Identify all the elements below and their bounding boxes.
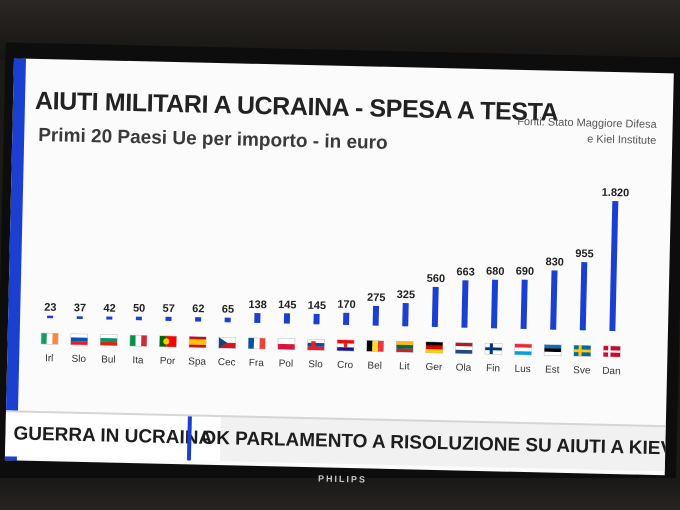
bar <box>135 316 142 321</box>
category-label: Bel <box>367 360 382 371</box>
category-label: Por <box>160 356 176 367</box>
category-label: Ita <box>132 355 144 366</box>
bar <box>550 270 558 330</box>
category-label: Ola <box>456 362 472 373</box>
bar-value-label: 50 <box>133 303 146 315</box>
sweden-flag-icon <box>573 344 592 357</box>
bar <box>165 316 172 321</box>
bar <box>461 280 469 328</box>
bar-chart: 23 Irl 37 Slo 42 Bul 50 Ita 57 Por 62 Spa 65 Cec 138 Fr… <box>40 187 630 377</box>
bar-value-label: 680 <box>486 266 505 278</box>
bar <box>431 286 439 328</box>
slovenia-flag-icon <box>70 333 89 346</box>
category-label: Ger <box>425 362 443 373</box>
category-label: Irl <box>45 353 54 364</box>
bar <box>254 313 261 324</box>
category-label: Lit <box>399 361 410 372</box>
category-label: Cro <box>337 360 354 371</box>
category-label: Fin <box>486 363 500 374</box>
bar-value-label: 663 <box>456 266 475 278</box>
czechia-flag-icon <box>218 336 237 349</box>
bar-value-label: 145 <box>278 299 297 311</box>
bar-value-label: 37 <box>74 302 87 314</box>
category-label: Pol <box>279 358 294 369</box>
finland-flag-icon <box>484 342 503 355</box>
bar-value-label: 62 <box>192 303 205 315</box>
bar-value-label: 170 <box>337 299 356 311</box>
netherlands-flag-icon <box>455 342 473 355</box>
bar <box>579 262 588 331</box>
category-label: Slo <box>308 359 323 370</box>
tv-screen: AIUTI MILITARI A UCRAINA - SPESA A TESTA… <box>4 58 674 476</box>
bar-value-label: 830 <box>545 256 564 268</box>
bar <box>224 317 231 323</box>
bar-value-label: 690 <box>516 266 535 278</box>
lithuania-flag-icon <box>395 340 414 353</box>
category-label: Lus <box>514 364 530 375</box>
germany-flag-icon <box>425 341 444 354</box>
ireland-flag-icon <box>40 332 59 345</box>
bar <box>313 313 320 325</box>
category-label: Bul <box>101 354 116 365</box>
bar-value-label: 65 <box>222 303 235 315</box>
bar-value-label: 325 <box>397 289 416 301</box>
bar <box>402 303 409 327</box>
spain-flag-icon <box>188 336 207 349</box>
bar-value-label: 42 <box>103 302 116 314</box>
category-label: Cec <box>218 357 236 368</box>
category-label: Spa <box>188 356 206 367</box>
bar <box>195 317 202 322</box>
tv-frame-bottom <box>0 478 680 510</box>
bar <box>343 312 350 326</box>
bar <box>609 200 619 332</box>
tv-brand-logo: PHILIPS <box>317 473 368 485</box>
bar-value-label: 560 <box>427 273 446 285</box>
bar-value-label: 145 <box>308 300 327 312</box>
italy-flag-icon <box>129 334 148 347</box>
bulgaria-flag-icon <box>99 334 118 347</box>
category-label: Fra <box>249 358 265 369</box>
belgium-flag-icon <box>366 340 385 353</box>
bar-value-label: 275 <box>367 292 386 304</box>
category-label: Sve <box>573 365 591 376</box>
slovakia-flag-icon <box>307 338 325 351</box>
bar-value-label: 23 <box>44 302 57 314</box>
bar <box>47 315 54 319</box>
bar <box>520 279 528 330</box>
denmark-flag-icon <box>603 345 621 358</box>
portugal-flag-icon <box>159 335 177 348</box>
france-flag-icon <box>247 337 266 350</box>
bar <box>372 305 380 326</box>
bar <box>283 313 291 324</box>
category-label: Est <box>545 364 560 375</box>
category-label: Slo <box>71 354 86 365</box>
bar <box>76 316 83 319</box>
bar-value-label: 1.820 <box>602 187 630 200</box>
bar-value-label: 57 <box>162 303 175 315</box>
bar <box>490 279 499 329</box>
category-label: Dan <box>602 366 621 377</box>
luxembourg-flag-icon <box>514 343 532 356</box>
croatia-flag-icon <box>336 339 355 352</box>
bar <box>106 316 113 320</box>
bar-value-label: 138 <box>248 299 267 311</box>
estonia-flag-icon <box>543 344 562 357</box>
bar-value-label: 955 <box>575 248 594 260</box>
poland-flag-icon <box>277 338 296 351</box>
